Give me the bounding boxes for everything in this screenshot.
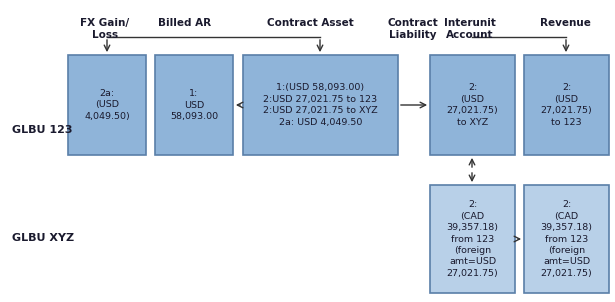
Text: 1:(USD 58,093.00)
2:USD 27,021.75 to 123
2:USD 27,021.75 to XYZ
2a: USD 4,049.50: 1:(USD 58,093.00) 2:USD 27,021.75 to 123… xyxy=(263,83,378,127)
Bar xyxy=(524,185,609,293)
Text: Contract
Liability: Contract Liability xyxy=(387,18,438,40)
Text: Contract Asset: Contract Asset xyxy=(267,18,354,28)
Bar xyxy=(430,55,515,155)
Bar xyxy=(68,55,146,155)
Text: 2:
(CAD
39,357.18)
from 123
(foreign
amt=USD
27,021.75): 2: (CAD 39,357.18) from 123 (foreign amt… xyxy=(446,200,499,278)
Text: 2a:
(USD
4,049.50): 2a: (USD 4,049.50) xyxy=(84,89,130,121)
Text: FX Gain/
Loss: FX Gain/ Loss xyxy=(81,18,130,40)
Bar xyxy=(243,55,398,155)
Text: Revenue: Revenue xyxy=(539,18,590,28)
Text: GLBU XYZ: GLBU XYZ xyxy=(12,233,74,243)
Bar xyxy=(524,55,609,155)
Text: 2:
(USD
27,021.75)
to 123: 2: (USD 27,021.75) to 123 xyxy=(541,83,592,127)
Text: 2:
(USD
27,021.75)
to XYZ: 2: (USD 27,021.75) to XYZ xyxy=(446,83,498,127)
Bar xyxy=(430,185,515,293)
Text: GLBU 123: GLBU 123 xyxy=(12,125,73,135)
Text: 2:
(CAD
39,357.18)
from 123
(foreign
amt=USD
27,021.75): 2: (CAD 39,357.18) from 123 (foreign amt… xyxy=(541,200,592,278)
Text: Billed AR: Billed AR xyxy=(159,18,212,28)
Bar xyxy=(155,55,233,155)
Text: Interunit
Account: Interunit Account xyxy=(444,18,496,40)
Text: 1:
USD
58,093.00: 1: USD 58,093.00 xyxy=(170,89,218,121)
